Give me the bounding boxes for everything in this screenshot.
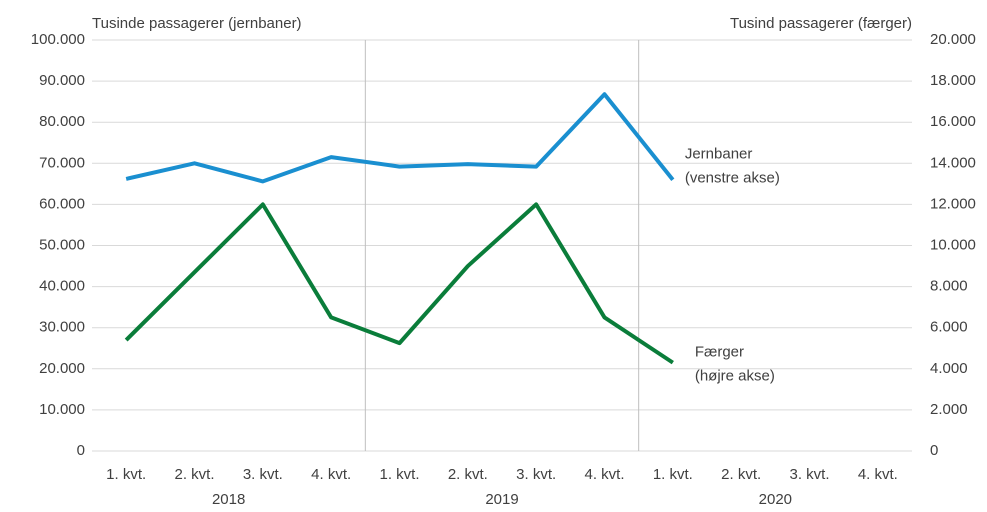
y-tick-label: 100.000 (31, 31, 85, 48)
y2-tick-label: 18.000 (930, 72, 976, 89)
y-tick-label: 60.000 (39, 195, 85, 212)
x-tick-label: 1. kvt. (106, 466, 146, 483)
year-label: 2020 (759, 491, 792, 508)
y2-tick-label: 20.000 (930, 31, 976, 48)
x-tick-label: 3. kvt. (243, 466, 283, 483)
x-tick-label: 2. kvt. (174, 466, 214, 483)
y-axis-label: Tusinde passagerer (jernbaner) (92, 15, 302, 32)
y2-tick-label: 12.000 (930, 195, 976, 212)
x-tick-label: 1. kvt. (379, 466, 419, 483)
year-label: 2019 (485, 491, 518, 508)
y-tick-label: 20.000 (39, 360, 85, 377)
y-tick-label: 50.000 (39, 236, 85, 253)
x-tick-label: 3. kvt. (516, 466, 556, 483)
y2-tick-label: 8.000 (930, 278, 968, 295)
series-label: Færger (695, 344, 744, 361)
series-note: (højre akse) (695, 368, 775, 385)
x-tick-label: 1. kvt. (653, 466, 693, 483)
y-tick-label: 40.000 (39, 278, 85, 295)
x-tick-label: 4. kvt. (584, 466, 624, 483)
y2-tick-label: 0 (930, 442, 938, 459)
year-label: 2018 (212, 491, 245, 508)
y2-tick-label: 16.000 (930, 113, 976, 130)
series-line (124, 202, 674, 365)
y2-tick-label: 10.000 (930, 236, 976, 253)
series-label: Jernbaner (685, 146, 753, 163)
x-tick-label: 4. kvt. (311, 466, 351, 483)
y2-tick-label: 6.000 (930, 319, 968, 336)
y-tick-label: 80.000 (39, 113, 85, 130)
y2-tick-label: 14.000 (930, 154, 976, 171)
y2-tick-label: 2.000 (930, 401, 968, 418)
x-tick-label: 2. kvt. (721, 466, 761, 483)
x-tick-label: 4. kvt. (858, 466, 898, 483)
y-tick-label: 10.000 (39, 401, 85, 418)
x-tick-label: 2. kvt. (448, 466, 488, 483)
y-tick-label: 0 (77, 442, 85, 459)
x-tick-label: 3. kvt. (789, 466, 829, 483)
y-tick-label: 70.000 (39, 154, 85, 171)
y2-axis-label: Tusind passagerer (færger) (730, 15, 912, 32)
y-tick-label: 90.000 (39, 72, 85, 89)
series-note: (venstre akse) (685, 170, 780, 187)
y-tick-label: 30.000 (39, 319, 85, 336)
series-line (125, 92, 675, 184)
y2-tick-label: 4.000 (930, 360, 968, 377)
